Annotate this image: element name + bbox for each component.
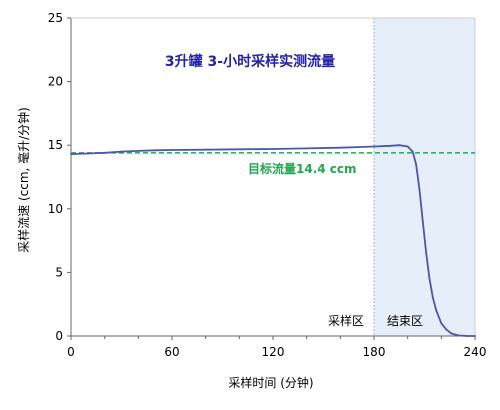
x-axis-title: 采样时间 (分钟) xyxy=(228,375,313,390)
sampling-zone-label: 采样区 xyxy=(328,313,364,328)
flow-rate-point xyxy=(432,296,434,299)
y-axis-title: 采样流速 (ccm, 毫升/分钟) xyxy=(16,107,31,253)
flow-rate-point xyxy=(154,149,157,152)
target-line-label: 目标流量14.4 ccm xyxy=(248,161,357,176)
flow-rate-point xyxy=(445,328,448,331)
flow-rate-point xyxy=(398,144,401,147)
flow-rate-point xyxy=(415,163,417,166)
flow-rate-point xyxy=(435,309,438,312)
x-tick-label: 240 xyxy=(464,345,487,359)
flow-rate-point xyxy=(272,148,274,150)
flow-rate-point xyxy=(70,153,72,156)
flow-rate-point xyxy=(356,146,359,149)
flow-rate-point xyxy=(457,334,460,337)
flow-rate-point xyxy=(465,335,468,337)
end-zone-shading xyxy=(374,18,475,336)
flow-rate-point xyxy=(204,148,207,151)
y-tick-label: 0 xyxy=(55,329,63,343)
flow-rate-point xyxy=(120,150,123,153)
x-tick-label: 180 xyxy=(363,345,386,359)
labels-layer: 3升罐 3-小时采样实测流量 采样时间 (分钟) 采样流速 (ccm, 毫升/分… xyxy=(16,53,423,390)
zones-layer xyxy=(373,18,475,336)
flow-rate-point xyxy=(421,220,424,223)
y-tick-label: 5 xyxy=(55,265,63,279)
flow-rate-point xyxy=(411,150,414,153)
y-tick-label: 10 xyxy=(48,202,63,216)
flow-rate-point xyxy=(137,150,140,152)
flow-rate-point xyxy=(428,277,431,280)
series-layer xyxy=(70,144,476,337)
axes-layer: 0 5 10 15 20 25 0 60 120 180 240 xyxy=(48,11,487,359)
y-tick-label: 25 xyxy=(48,11,63,25)
flow-rate-point xyxy=(373,145,375,148)
x-tick-label: 120 xyxy=(262,345,285,359)
flow-rate-point xyxy=(171,149,173,151)
flow-rate-point xyxy=(450,332,453,335)
flow-rate-point xyxy=(339,146,342,149)
chart-title: 3升罐 3-小时采样实测流量 xyxy=(165,53,335,70)
flow-rate-point xyxy=(425,252,428,255)
end-zone-label: 结束区 xyxy=(387,314,423,328)
flow-rate-point xyxy=(305,147,308,150)
flow-rate-point xyxy=(440,322,443,325)
y-tick-label: 15 xyxy=(48,138,63,152)
flow-rate-point xyxy=(238,148,241,151)
flow-rate-point xyxy=(86,152,89,155)
flow-rate-point xyxy=(418,188,421,191)
flow-rate-point xyxy=(474,335,476,337)
x-tick-label: 0 xyxy=(67,345,75,359)
flow-rate-point xyxy=(103,151,106,154)
y-tick-label: 20 xyxy=(48,75,63,89)
x-tick-label: 60 xyxy=(164,345,179,359)
flow-rate-point xyxy=(406,145,409,148)
flow-rate-point xyxy=(389,144,392,147)
